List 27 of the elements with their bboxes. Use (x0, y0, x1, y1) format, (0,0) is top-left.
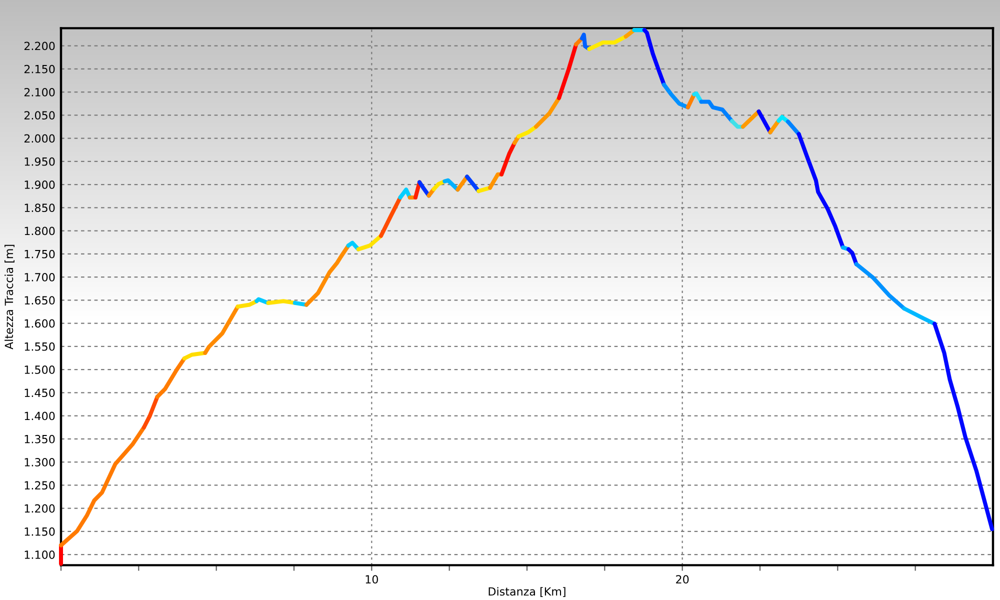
y-tick-label: 1.650 (24, 296, 55, 305)
y-tick-label: 1.950 (24, 157, 55, 166)
y-tick-label: 1.250 (24, 481, 55, 490)
y-tick-label: 1.150 (24, 527, 55, 536)
x-tick-label: 10 (366, 575, 378, 584)
y-tick-label: 1.550 (24, 342, 55, 351)
y-tick-label: 2.200 (24, 42, 55, 50)
y-tick-label: 1.500 (24, 366, 55, 374)
y-tick-label: 1.600 (24, 319, 55, 328)
y-tick-label: 1.300 (24, 458, 55, 466)
y-tick-label: 1.700 (24, 273, 55, 282)
y-axis-title: Altezza Traccia [m] (4, 244, 14, 350)
y-tick-label: 1.350 (24, 434, 55, 444)
x-tick-label: 20 (676, 575, 689, 584)
y-tick-label: 1.450 (24, 388, 55, 398)
y-tick-label: 2.150 (24, 64, 55, 74)
y-tick-label: 1.900 (24, 180, 55, 189)
y-tick-label: 2.000 (24, 134, 55, 143)
x-axis-title: Distanza [Km] (488, 587, 566, 597)
y-tick-label: 1.750 (24, 250, 55, 258)
y-tick-label: 1.400 (24, 412, 55, 420)
y-tick-label: 1.850 (24, 204, 55, 212)
y-tick-label: 1.800 (24, 226, 55, 236)
y-tick-label: 2.050 (24, 111, 55, 120)
y-tick-label: 2.100 (24, 88, 55, 96)
y-tick-label: 1.200 (24, 504, 55, 513)
y-tick-label: 1.100 (24, 550, 55, 559)
